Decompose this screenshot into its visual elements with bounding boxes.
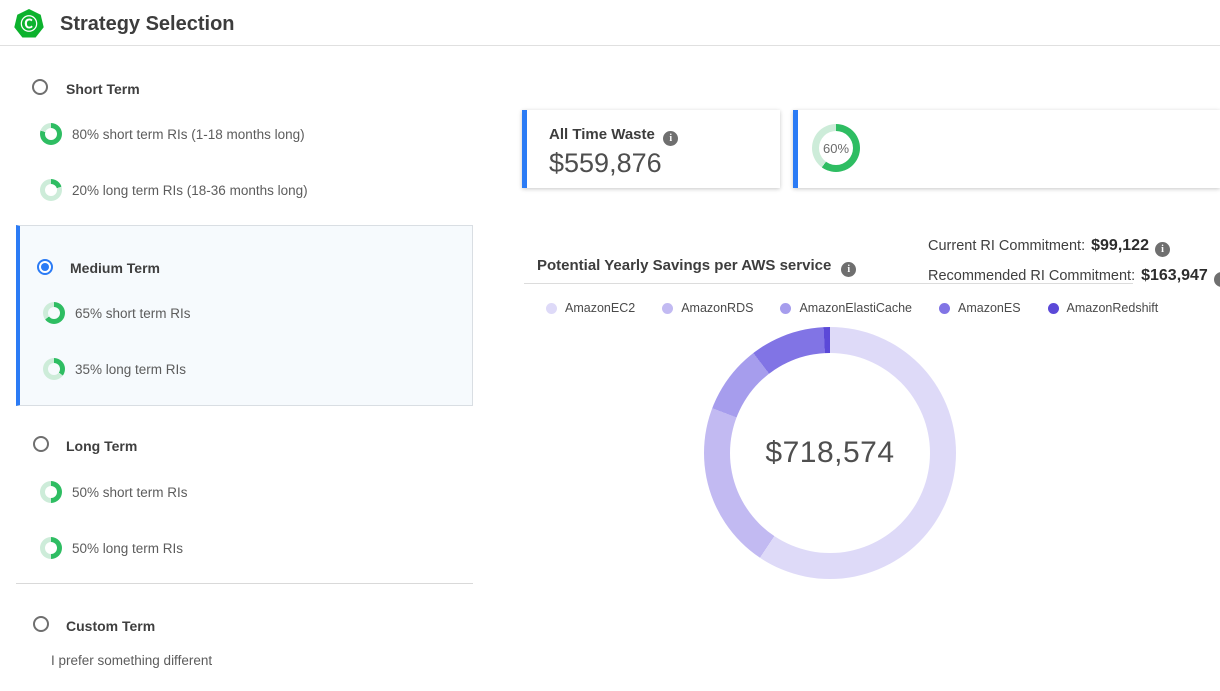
commitment-gauge: 60% [812,124,860,172]
page-header: Ⓒ Strategy Selection [0,0,1220,46]
current-ri-value: $99,122 [1091,237,1149,254]
ring-50pct-icon [40,537,62,559]
legend-item-amazonredshift[interactable]: AmazonRedshift [1048,301,1159,315]
ring-65pct-icon [43,302,65,324]
option-label: 20% long term RIs (18-36 months long) [72,183,308,198]
chart-legend: AmazonEC2 AmazonRDS AmazonElastiCache Am… [546,301,1158,315]
legend-dot-icon [780,303,791,314]
option-label: 50% long term RIs [72,541,183,556]
strategy-selection-page: Ⓒ Strategy Selection Short Term 80% shor… [0,0,1220,691]
legend-item-amazonrds[interactable]: AmazonRDS [662,301,753,315]
option-label: 50% short term RIs [72,485,188,500]
waste-card-label: All Time Waste i [549,126,678,146]
custom-term-description: I prefer something different [51,653,212,668]
radio-custom-term[interactable] [33,616,49,632]
current-ri-line: Current RI Commitment:$99,122i [928,237,1170,257]
legend-dot-icon [1048,303,1059,314]
ri-commitment-card: 60% Current RI Commitment:$99,122i Recom… [793,110,1220,188]
ring-20pct-icon [40,179,62,201]
chart-divider [524,283,1133,284]
logo-glyph: Ⓒ [21,16,38,33]
app-logo-icon: Ⓒ [14,9,44,39]
radio-long-term[interactable] [33,436,49,452]
ring-80pct-icon [40,123,62,145]
ring-35pct-icon [43,358,65,380]
strategy-label-short-term[interactable]: Short Term [66,81,140,97]
page-title: Strategy Selection [60,13,235,36]
info-icon[interactable]: i [841,262,856,277]
strategy-label-medium-term[interactable]: Medium Term [70,260,160,276]
gauge-percent-label: 60% [823,141,849,156]
strategy-label-long-term[interactable]: Long Term [66,438,137,454]
legend-dot-icon [662,303,673,314]
chart-title: Potential Yearly Savings per AWS service… [537,257,856,277]
option-label: 80% short term RIs (1-18 months long) [72,127,305,142]
radio-medium-term[interactable] [37,259,53,275]
ring-50pct-icon [40,481,62,503]
legend-item-amazones[interactable]: AmazonES [939,301,1021,315]
all-time-waste-card: All Time Waste i $559,876 [522,110,780,188]
section-divider [16,583,473,584]
strategy-label-custom-term[interactable]: Custom Term [66,618,155,634]
radio-short-term[interactable] [32,79,48,95]
info-icon[interactable]: i [663,131,678,146]
waste-card-value: $559,876 [549,148,662,179]
info-icon[interactable]: i [1155,242,1170,257]
donut-center-value: $718,574 [765,436,894,470]
option-label: 35% long term RIs [75,362,186,377]
savings-donut-chart[interactable]: $718,574 [704,327,956,579]
info-icon[interactable]: i [1214,272,1220,287]
legend-item-amazonelasticache[interactable]: AmazonElastiCache [780,301,912,315]
recommended-ri-line: Recommended RI Commitment:$163,947i [928,267,1220,287]
legend-dot-icon [939,303,950,314]
option-label: 65% short term RIs [75,306,191,321]
recommended-ri-value: $163,947 [1141,267,1208,284]
legend-dot-icon [546,303,557,314]
legend-item-amazonec2[interactable]: AmazonEC2 [546,301,635,315]
